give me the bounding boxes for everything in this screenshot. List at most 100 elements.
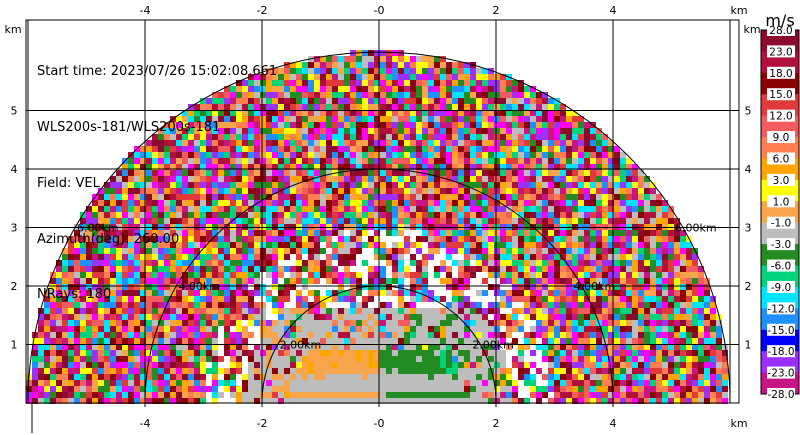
velocity-cell (278, 260, 284, 266)
velocity-cell (452, 356, 458, 362)
velocity-cell (164, 308, 170, 314)
velocity-cell (128, 314, 134, 320)
velocity-cell (434, 320, 440, 326)
velocity-cell (620, 278, 626, 284)
velocity-cell (518, 248, 524, 254)
velocity-cell (452, 236, 458, 242)
velocity-cell (422, 314, 428, 320)
velocity-cell (530, 254, 536, 260)
velocity-cell (458, 206, 464, 212)
velocity-cell (74, 350, 80, 356)
velocity-cell (326, 242, 332, 248)
velocity-cell (212, 104, 218, 110)
velocity-cell (590, 338, 596, 344)
velocity-cell (584, 338, 590, 344)
velocity-cell (284, 296, 290, 302)
velocity-cell (434, 182, 440, 188)
velocity-cell (254, 122, 260, 128)
velocity-cell (422, 134, 428, 140)
velocity-cell (254, 380, 260, 386)
velocity-cell (512, 122, 518, 128)
velocity-cell (368, 380, 374, 386)
velocity-cell (230, 308, 236, 314)
velocity-cell (500, 242, 506, 248)
velocity-cell (488, 266, 494, 272)
velocity-cell (92, 308, 98, 314)
velocity-cell (116, 236, 122, 242)
velocity-cell (644, 308, 650, 314)
velocity-cell (596, 254, 602, 260)
velocity-cell (260, 254, 266, 260)
velocity-cell (446, 110, 452, 116)
velocity-cell (704, 308, 710, 314)
velocity-cell (380, 50, 386, 56)
velocity-cell (440, 128, 446, 134)
velocity-cell (368, 182, 374, 188)
velocity-cell (536, 284, 542, 290)
velocity-cell (518, 92, 524, 98)
velocity-cell (428, 380, 434, 386)
velocity-cell (482, 278, 488, 284)
velocity-cell (614, 188, 620, 194)
velocity-cell (416, 344, 422, 350)
velocity-cell (542, 134, 548, 140)
velocity-cell (314, 212, 320, 218)
velocity-cell (356, 182, 362, 188)
velocity-cell (38, 362, 44, 368)
velocity-cell (572, 284, 578, 290)
velocity-cell (404, 230, 410, 236)
velocity-cell (674, 308, 680, 314)
velocity-cell (482, 254, 488, 260)
velocity-cell (500, 260, 506, 266)
velocity-cell (518, 242, 524, 248)
velocity-cell (266, 194, 272, 200)
velocity-cell (662, 266, 668, 272)
velocity-cell (446, 134, 452, 140)
velocity-cell (488, 116, 494, 122)
velocity-cell (446, 296, 452, 302)
velocity-cell (212, 98, 218, 104)
velocity-cell (410, 104, 416, 110)
velocity-cell (188, 326, 194, 332)
velocity-cell (182, 194, 188, 200)
velocity-cell (284, 344, 290, 350)
velocity-cell (218, 296, 224, 302)
velocity-cell (206, 332, 212, 338)
velocity-cell (596, 272, 602, 278)
velocity-cell (386, 344, 392, 350)
velocity-cell (404, 152, 410, 158)
velocity-cell (188, 188, 194, 194)
velocity-cell (434, 368, 440, 374)
velocity-cell (380, 356, 386, 362)
velocity-cell (170, 164, 176, 170)
velocity-cell (122, 236, 128, 242)
velocity-cell (704, 362, 710, 368)
velocity-cell (428, 326, 434, 332)
velocity-cell (584, 194, 590, 200)
velocity-cell (236, 332, 242, 338)
velocity-cell (662, 290, 668, 296)
velocity-cell (398, 218, 404, 224)
velocity-cell (122, 278, 128, 284)
velocity-cell (644, 266, 650, 272)
velocity-cell (692, 338, 698, 344)
velocity-cell (278, 158, 284, 164)
velocity-cell (422, 206, 428, 212)
velocity-cell (602, 236, 608, 242)
velocity-cell (230, 374, 236, 380)
velocity-cell (260, 194, 266, 200)
velocity-cell (290, 242, 296, 248)
velocity-cell (428, 368, 434, 374)
velocity-cell (494, 236, 500, 242)
velocity-cell (584, 320, 590, 326)
velocity-cell (308, 146, 314, 152)
velocity-cell (626, 278, 632, 284)
velocity-cell (500, 314, 506, 320)
velocity-cell (680, 368, 686, 374)
velocity-cell (188, 116, 194, 122)
velocity-cell (374, 50, 380, 56)
velocity-cell (206, 362, 212, 368)
velocity-cell (434, 242, 440, 248)
velocity-cell (530, 266, 536, 272)
velocity-cell (146, 152, 152, 158)
